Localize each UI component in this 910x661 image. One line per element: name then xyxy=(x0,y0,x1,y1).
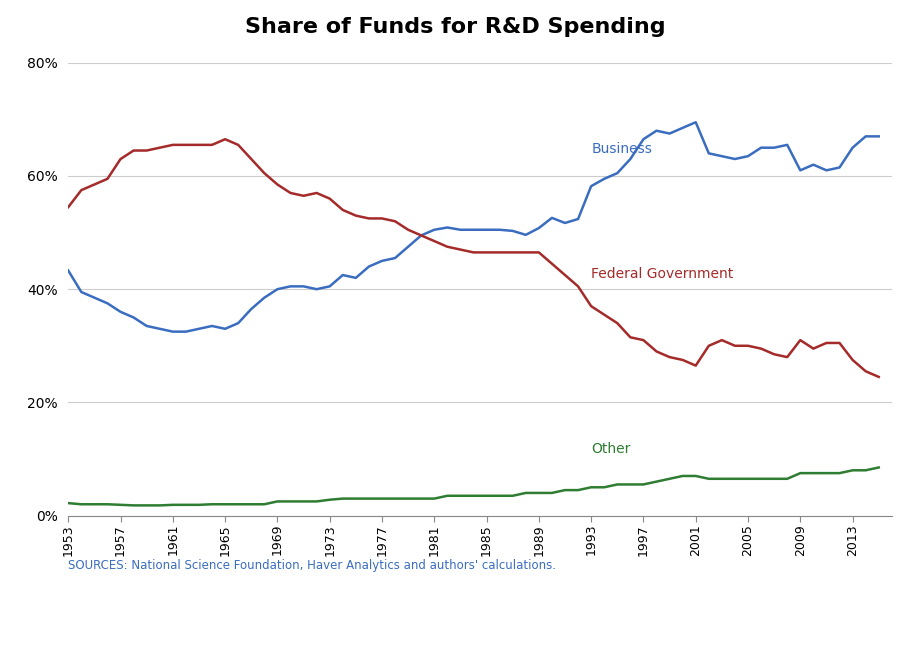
Text: Business: Business xyxy=(592,142,652,156)
Text: Other: Other xyxy=(592,442,631,456)
Text: Federal Government: Federal Government xyxy=(592,266,733,281)
Text: Share of Funds for R&D Spending: Share of Funds for R&D Spending xyxy=(245,17,665,36)
Text: of: of xyxy=(188,630,208,644)
Text: SOURCES: National Science Foundation, Haver Analytics and authors' calculations.: SOURCES: National Science Foundation, Ha… xyxy=(68,559,556,572)
Text: St. Louis: St. Louis xyxy=(212,630,280,644)
Text: Federal Reserve Bank: Federal Reserve Bank xyxy=(20,630,195,644)
